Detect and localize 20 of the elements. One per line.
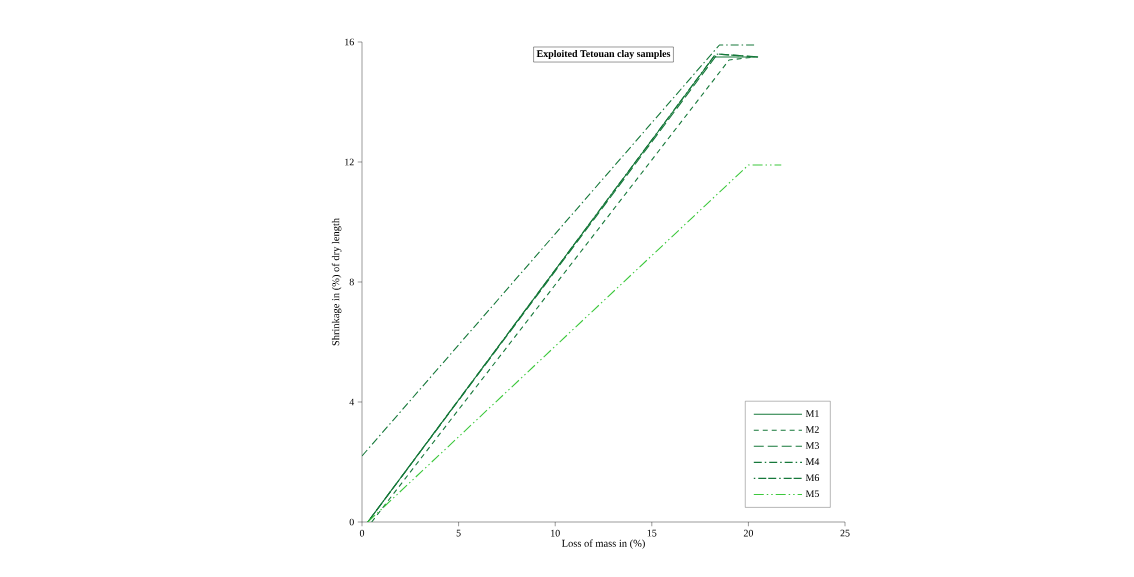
y-tick-label: 16 bbox=[345, 38, 354, 46]
x-tick-label: 10 bbox=[551, 529, 560, 537]
x-tick-label: 20 bbox=[743, 529, 754, 537]
y-tick-label: 0 bbox=[349, 518, 354, 526]
legend-label: M3 bbox=[805, 442, 819, 449]
y-tick-label: 4 bbox=[349, 398, 355, 406]
x-tick-label: 5 bbox=[456, 529, 461, 537]
x-axis-title: Loss of mass in (%) bbox=[561, 539, 645, 549]
text: Exploited Tetouan clay samples bbox=[536, 49, 671, 60]
x-tick-label: 25 bbox=[840, 529, 850, 537]
legend-label: M1 bbox=[805, 410, 819, 417]
y-tick-label: 12 bbox=[345, 158, 354, 166]
x-tick-label: 0 bbox=[359, 529, 365, 537]
legend-label: M5 bbox=[805, 490, 819, 498]
y-tick-label: 8 bbox=[349, 278, 354, 286]
legend-label: M2 bbox=[805, 426, 819, 433]
legend-label: M4 bbox=[805, 458, 820, 465]
y-axis-title: Shrinkage in (%) of dry length bbox=[331, 218, 342, 346]
x-tick-label: 15 bbox=[647, 529, 657, 537]
legend-label: M6 bbox=[805, 474, 820, 482]
